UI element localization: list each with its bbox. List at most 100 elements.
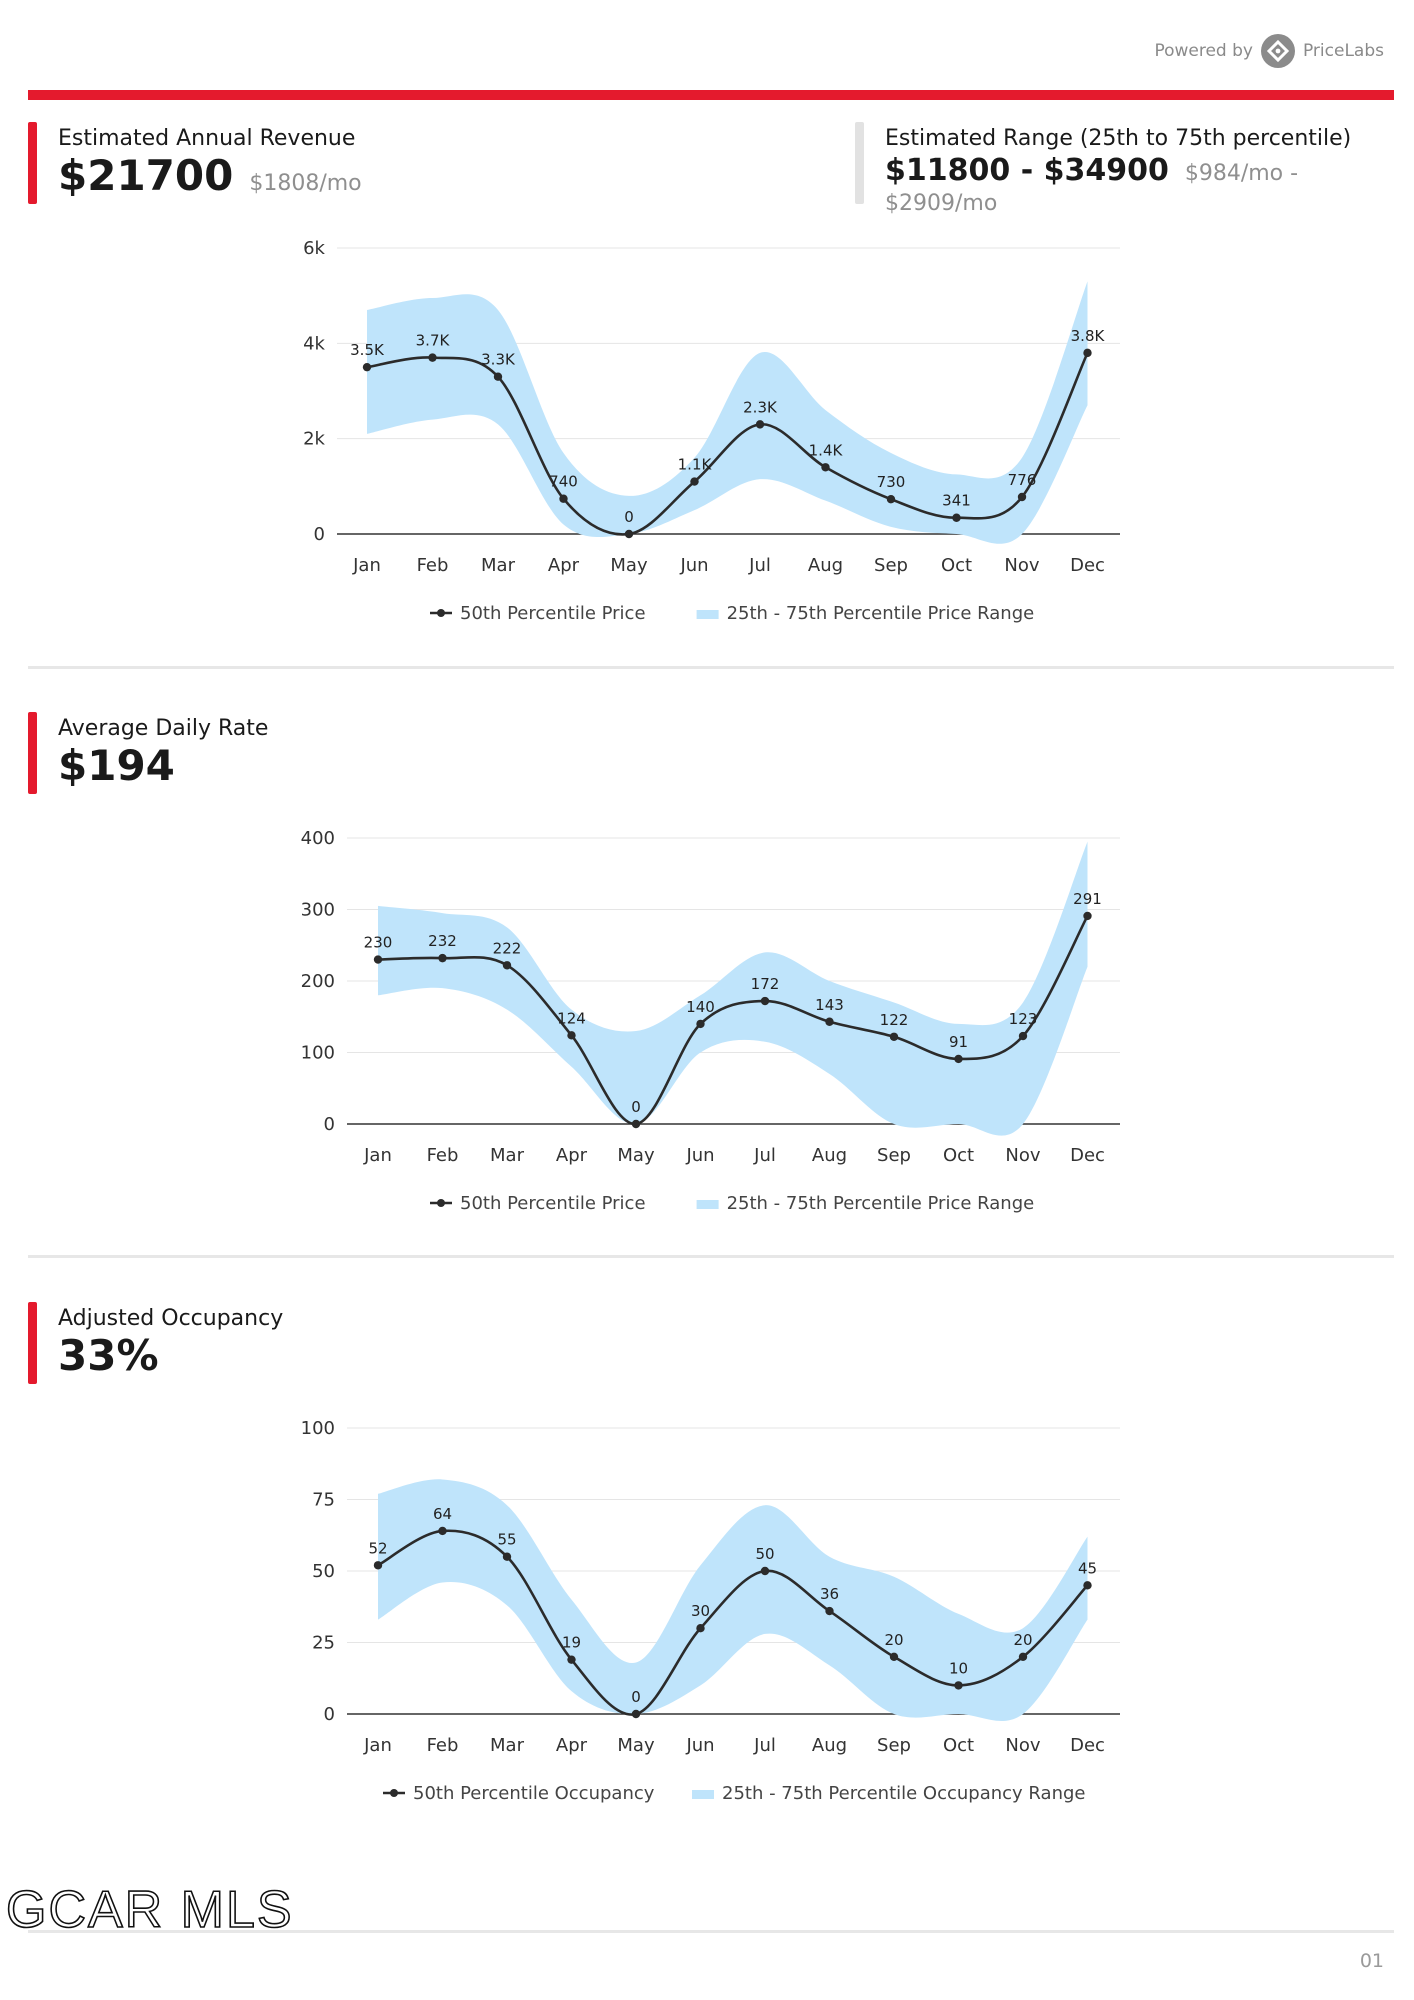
x-tick-label: Mar (490, 1735, 525, 1756)
data-label: 3.3K (481, 351, 516, 369)
occupancy-block: Adjusted Occupancy 33% (28, 1302, 283, 1384)
adr-chart: 0 100 200 300 400 230 232 222 124 0 140 172 143 122 91… (301, 828, 1120, 1214)
annual-revenue-label: Estimated Annual Revenue (58, 126, 356, 151)
occupancy-value: 33% (58, 1331, 159, 1380)
data-point (624, 529, 634, 539)
top-accent-bar (28, 90, 1394, 100)
data-point (1083, 911, 1092, 921)
data-label: 776 (1008, 471, 1037, 489)
data-label: 52 (368, 1539, 387, 1557)
legend-line-marker (437, 609, 445, 617)
y-tick-label: 50 (312, 1561, 335, 1582)
data-point (952, 513, 961, 522)
data-label: 291 (1073, 890, 1102, 908)
x-tick-label: Feb (427, 1145, 459, 1166)
occupancy-chart: 0 25 50 75 100 52 64 55 19 0 30 50 36 20 10 20 45 Jan Feb M… (301, 1418, 1120, 1804)
data-label: 341 (942, 492, 971, 510)
data-point (954, 1681, 963, 1690)
x-tick-label: Dec (1070, 1735, 1105, 1756)
data-point (889, 1652, 899, 1661)
data-label: 730 (877, 473, 906, 491)
x-tick-label: May (617, 1145, 655, 1166)
data-label: 0 (624, 508, 634, 526)
data-label: 0 (631, 1688, 641, 1706)
x-tick-label: Aug (812, 1735, 847, 1756)
x-tick-label: Jan (363, 1735, 392, 1756)
x-tick-label: Apr (548, 555, 580, 576)
x-tick-label: Jan (363, 1145, 392, 1166)
y-tick-label: 0 (314, 524, 325, 545)
annual-revenue-value: $21700 $1808/mo (58, 151, 362, 209)
x-tick-label: May (610, 555, 648, 576)
y-tick-label: 4k (303, 333, 325, 354)
data-point (631, 1119, 641, 1129)
powered-by: Powered by PriceLabs (1154, 34, 1384, 68)
data-label: 3.8K (1071, 327, 1106, 345)
gcar-mls-logo: GCAR MLS (5, 1880, 294, 1940)
data-label: 0 (631, 1098, 641, 1116)
x-tick-label: Aug (808, 555, 843, 576)
data-point (696, 1019, 705, 1029)
data-label: 3.5K (350, 341, 385, 359)
data-label: 91 (949, 1033, 968, 1051)
legend-range-label: 25th - 75th Percentile Occupancy Range (722, 1783, 1085, 1804)
x-tick-label: Nov (1004, 555, 1039, 576)
adr-value: $194 (58, 741, 175, 790)
estimated-range-value: $11800 - $34900 $984/mo - $2909/mo (885, 151, 1414, 216)
data-label: 172 (751, 975, 780, 993)
data-point (825, 1606, 834, 1616)
data-point (362, 362, 372, 372)
data-label: 143 (815, 996, 844, 1014)
x-tick-label: Jan (352, 555, 381, 576)
x-tick-label: Nov (1005, 1735, 1040, 1756)
legend-band-swatch (692, 1790, 714, 1799)
accent-bar (28, 1302, 37, 1384)
data-point (889, 1032, 899, 1041)
x-tick-label: Dec (1070, 555, 1105, 576)
x-tick-label: Sep (877, 1145, 911, 1166)
data-point (954, 1054, 963, 1064)
legend-line-marker (437, 1199, 445, 1207)
x-tick-label: Mar (490, 1145, 525, 1166)
data-label: 45 (1078, 1559, 1097, 1577)
data-label: 140 (686, 998, 715, 1016)
legend-median-label: 50th Percentile Price (460, 603, 646, 624)
legend-median-label: 50th Percentile Occupancy (413, 1783, 655, 1804)
adr-label: Average Daily Rate (58, 716, 269, 741)
powered-by-label: Powered by (1154, 41, 1253, 61)
adr-block: Average Daily Rate $194 (28, 712, 269, 794)
data-point (631, 1709, 641, 1719)
percentile-range-band (378, 1479, 1088, 1721)
data-label: 50 (755, 1545, 774, 1563)
data-point (1018, 1031, 1028, 1041)
data-label: 55 (497, 1531, 516, 1549)
data-point (567, 1031, 576, 1040)
data-point (428, 353, 437, 362)
y-tick-label: 100 (301, 1418, 335, 1439)
x-tick-label: Oct (943, 1735, 974, 1756)
legend-band-swatch (696, 1200, 719, 1209)
x-tick-label: Feb (417, 555, 449, 576)
x-tick-label: Jul (753, 1735, 776, 1756)
page-number: 01 (1359, 1950, 1384, 1972)
annual-revenue-block: Estimated Annual Revenue $21700 $1808/mo (28, 122, 362, 209)
y-tick-label: 100 (301, 1043, 335, 1064)
x-tick-label: Sep (874, 555, 908, 576)
x-tick-label: Jun (679, 555, 708, 576)
y-tick-label: 75 (312, 1490, 335, 1511)
x-tick-label: Jul (753, 1145, 776, 1166)
estimated-range-block: Estimated Range (25th to 75th percentile… (855, 122, 1414, 216)
data-label: 1.4K (809, 441, 844, 459)
data-point (502, 961, 512, 970)
x-tick-label: Apr (556, 1145, 588, 1166)
x-tick-label: Jul (748, 555, 771, 576)
data-label: 230 (364, 934, 393, 952)
data-label: 222 (493, 939, 522, 957)
y-tick-label: 25 (312, 1633, 335, 1654)
footer-divider (28, 1930, 1394, 1933)
data-point (1018, 1652, 1028, 1661)
data-label: 3.7K (416, 332, 451, 350)
data-label: 232 (428, 932, 457, 950)
data-point (1017, 492, 1027, 502)
estimated-range-amount: $11800 - $34900 (885, 153, 1169, 188)
